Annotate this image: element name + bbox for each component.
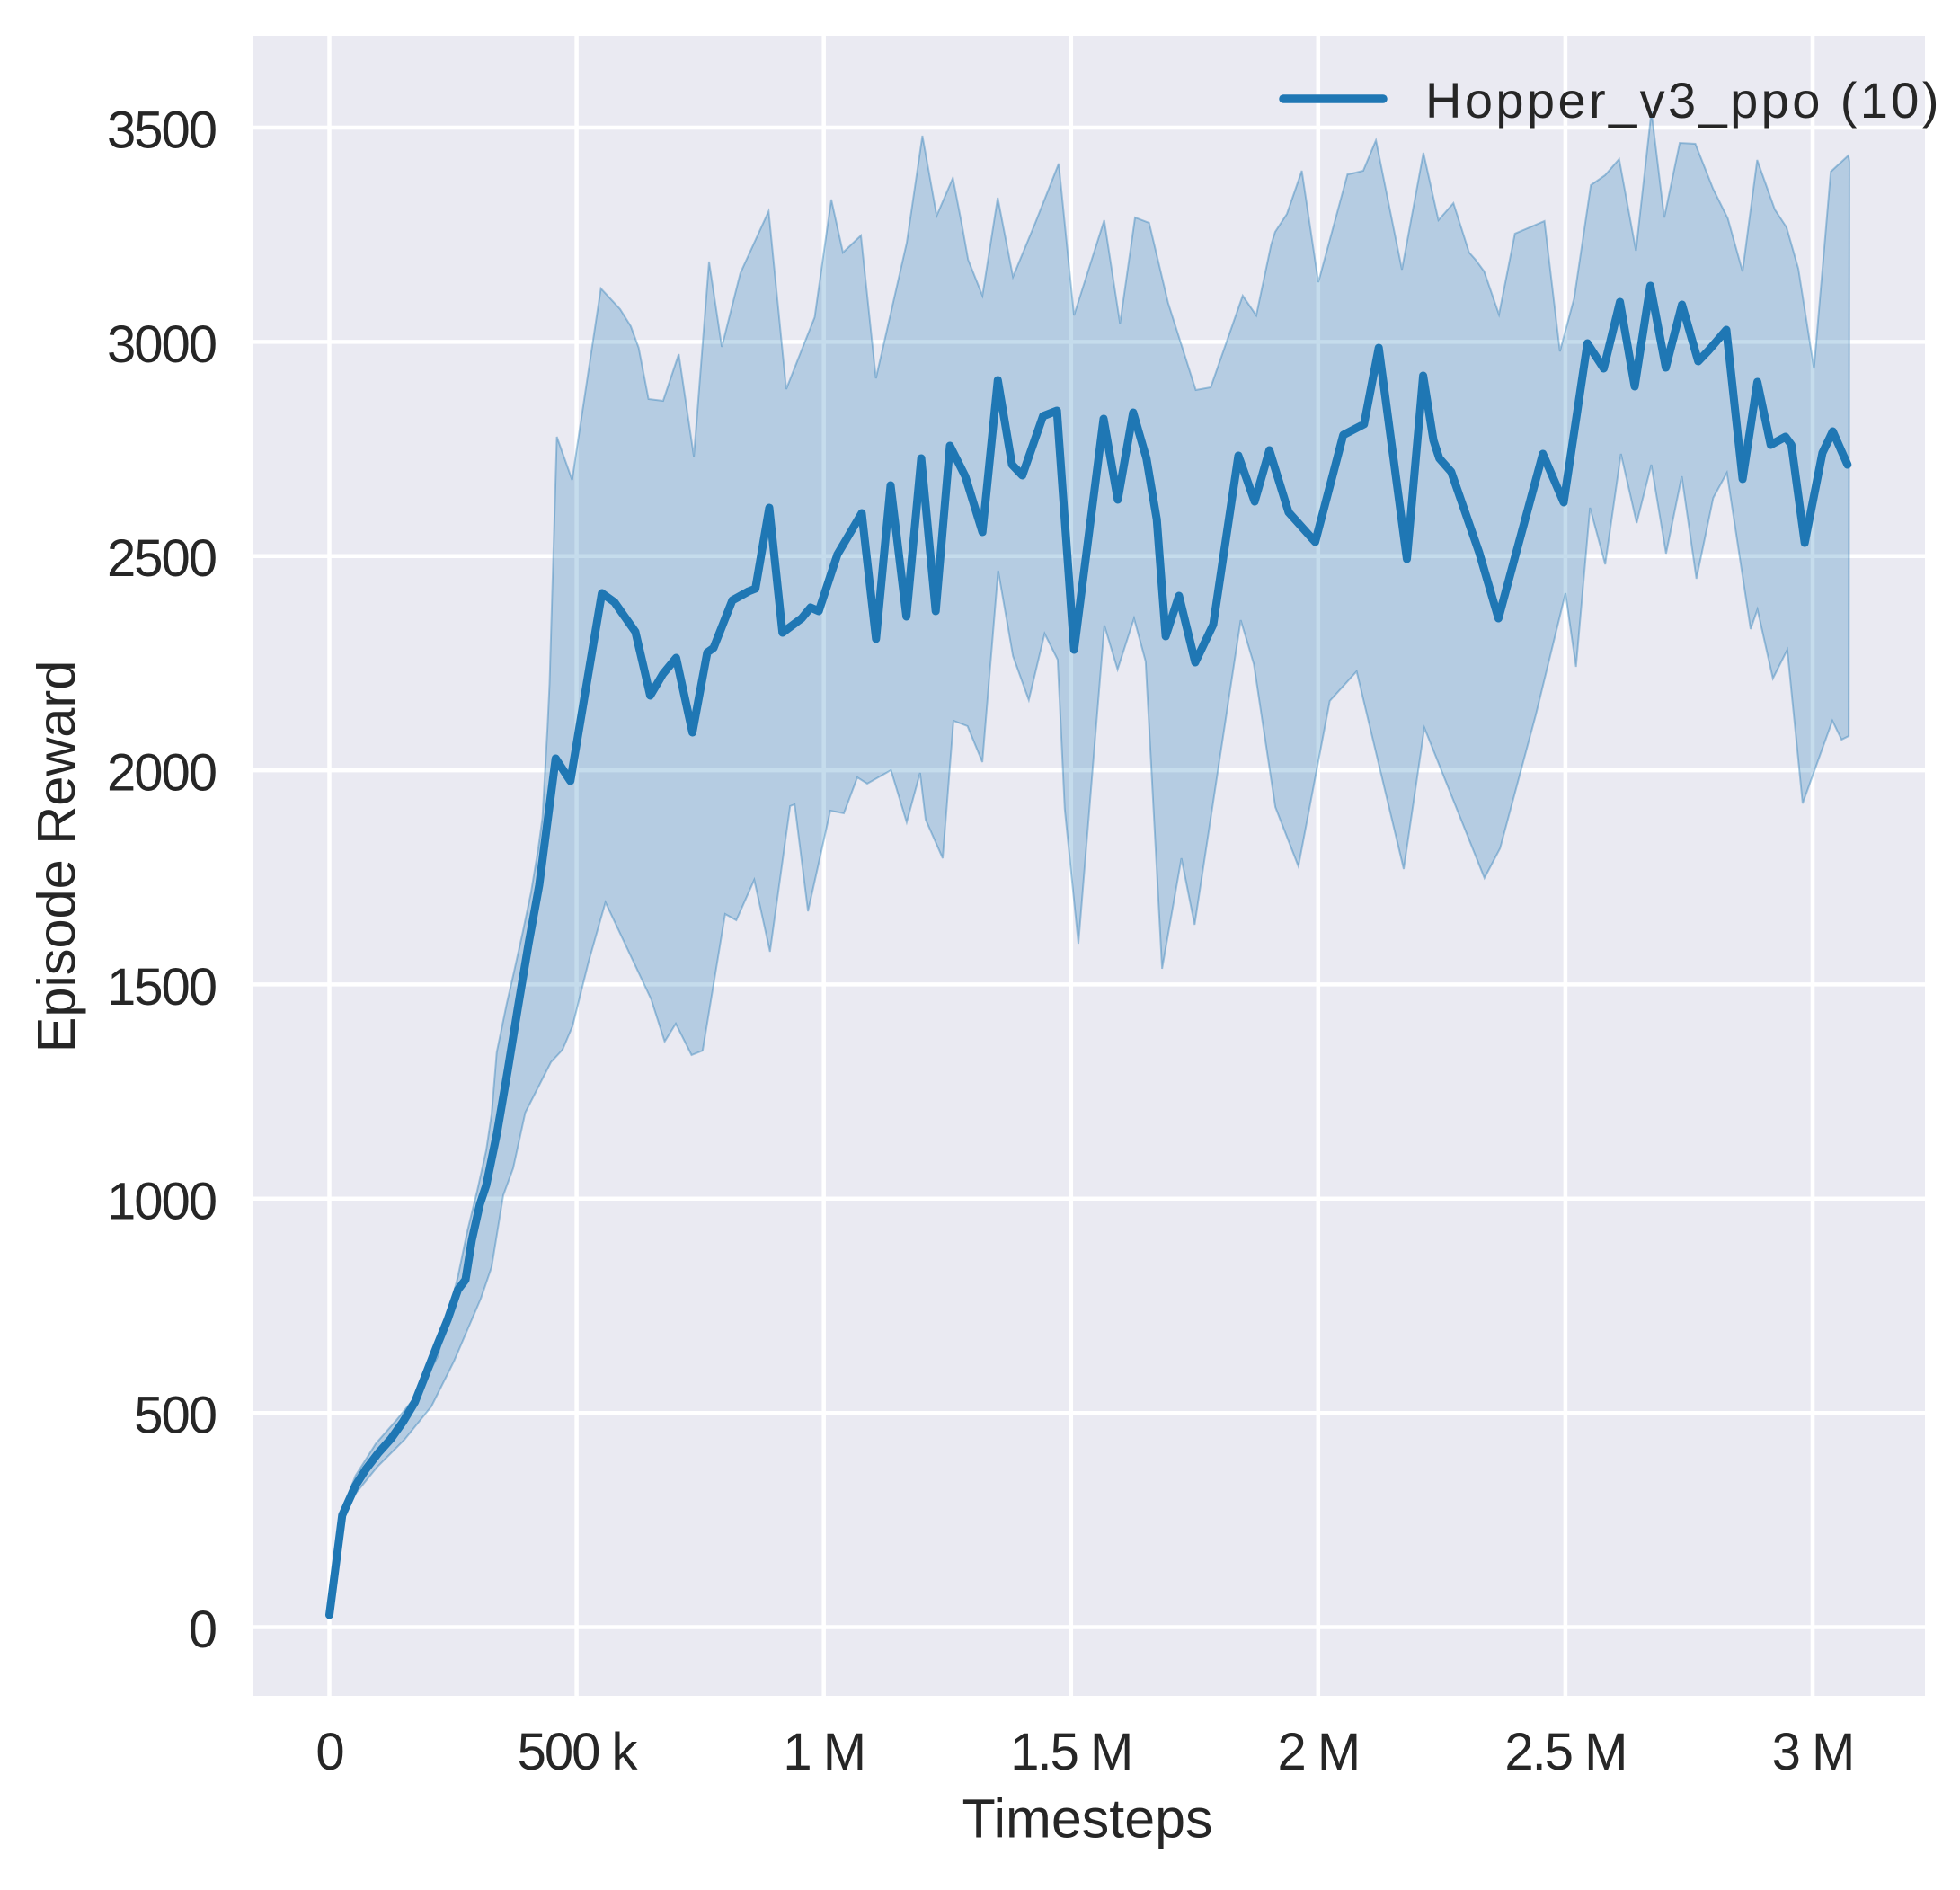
- svg-text:2 M: 2 M: [1277, 1723, 1359, 1781]
- svg-text:2000: 2000: [107, 744, 216, 803]
- svg-text:3000: 3000: [107, 315, 216, 374]
- svg-text:2.5 M: 2.5 M: [1504, 1723, 1626, 1781]
- svg-text:Timesteps: Timesteps: [962, 1788, 1212, 1850]
- svg-text:1500: 1500: [107, 958, 216, 1016]
- svg-text:3500: 3500: [107, 102, 216, 160]
- svg-text:0: 0: [315, 1723, 342, 1781]
- svg-text:1 M: 1 M: [783, 1723, 865, 1781]
- svg-text:2500: 2500: [107, 529, 216, 588]
- svg-text:1000: 1000: [107, 1172, 216, 1230]
- svg-text:500 k: 500 k: [518, 1723, 639, 1781]
- svg-text:0: 0: [189, 1601, 216, 1659]
- svg-text:1.5 M: 1.5 M: [1010, 1723, 1131, 1781]
- svg-text:3 M: 3 M: [1772, 1723, 1854, 1781]
- svg-text:Episode Reward: Episode Reward: [26, 661, 86, 1053]
- svg-text:Hopper_v3_ppo (10): Hopper_v3_ppo (10): [1425, 72, 1942, 129]
- svg-text:500: 500: [134, 1387, 216, 1445]
